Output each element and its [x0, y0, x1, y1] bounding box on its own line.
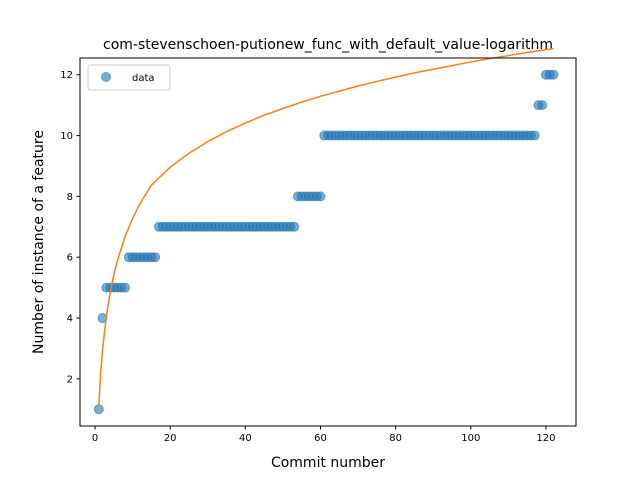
x-tick-label: 80 — [389, 433, 402, 444]
y-tick-label: 6 — [67, 253, 73, 264]
data-point — [97, 313, 108, 324]
axes-frame — [79, 57, 577, 427]
y-axis-label: Number of instance of a feature — [31, 130, 47, 354]
plot-area — [93, 47, 559, 415]
data-point — [537, 100, 548, 111]
data-point — [529, 130, 540, 141]
y-tick-label: 12 — [60, 70, 73, 81]
axes: 0 20 40 60 80 100 120 2 4 6 8 10 12 — [60, 57, 577, 444]
legend: data — [87, 64, 171, 91]
y-tick-label: 2 — [67, 374, 73, 385]
chart-title: com-stevenschoen-putionew_func_with_defa… — [103, 37, 553, 53]
data-point — [548, 69, 559, 80]
x-tick-label: 40 — [239, 433, 252, 444]
x-tick-label: 100 — [461, 433, 480, 444]
data-point — [315, 191, 326, 202]
y-tick-label: 8 — [67, 192, 73, 203]
legend-label: data — [132, 73, 155, 84]
data-point — [120, 282, 131, 293]
legend-marker — [101, 72, 111, 82]
y-tick-label: 10 — [60, 131, 73, 142]
data-point — [289, 221, 300, 232]
x-axis-label: Commit number — [271, 455, 385, 471]
y-tick-label: 4 — [67, 314, 73, 325]
x-tick-label: 120 — [536, 433, 555, 444]
legend-frame — [87, 64, 171, 91]
x-tick-label: 60 — [314, 433, 327, 444]
x-tick-label: 20 — [164, 433, 177, 444]
data-point — [150, 252, 161, 263]
x-tick-label: 0 — [92, 433, 98, 444]
fit-line — [98, 47, 554, 407]
